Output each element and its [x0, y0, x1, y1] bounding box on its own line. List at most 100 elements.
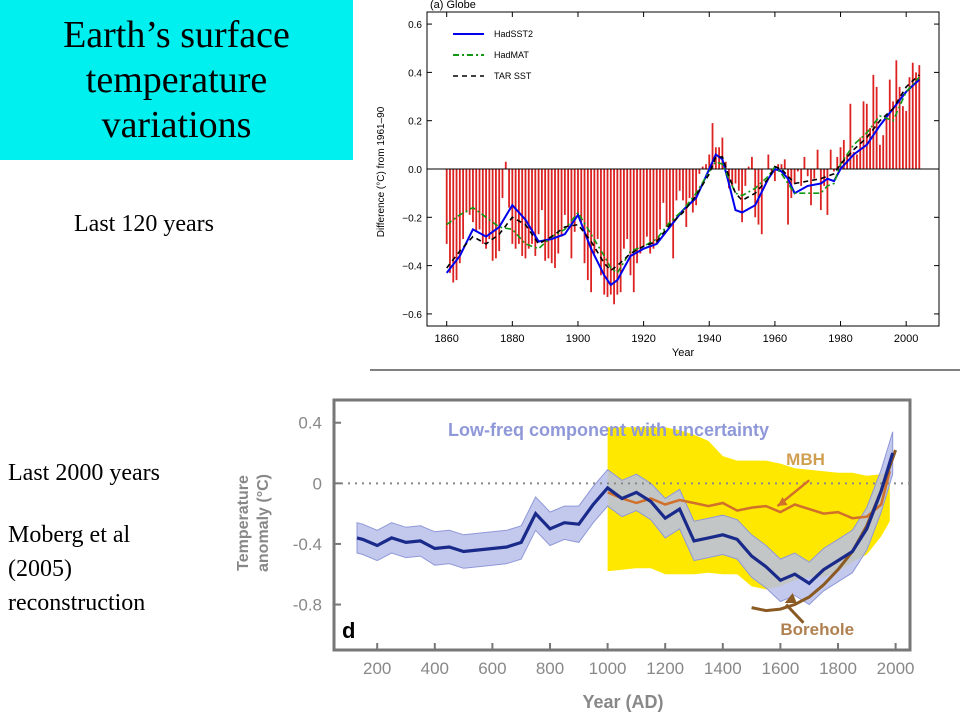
bar-1922 — [649, 169, 652, 254]
bar-1996 — [892, 101, 894, 169]
bar-1989 — [869, 127, 871, 169]
y-tick-label-5: 0.4 — [408, 68, 422, 79]
bar-1909 — [606, 169, 609, 298]
bar-1925 — [659, 169, 661, 230]
bar-1867 — [468, 169, 471, 215]
bar-1994 — [885, 118, 888, 169]
bar-1910 — [609, 169, 612, 295]
bar-1992 — [879, 144, 881, 169]
bar-1903 — [586, 169, 589, 281]
y-tick-label-6: 0.6 — [408, 20, 422, 31]
bar-1863 — [455, 169, 458, 281]
chart-moberg-reconstruction: MBH Borehole 200 400 600 800 1000 1200 1400 1600… — [228, 388, 920, 720]
x-tick-label-800: 800 — [536, 659, 564, 678]
x-axis-label-globe: Year — [672, 347, 695, 359]
bar-1862 — [452, 169, 455, 283]
bar-1987 — [862, 101, 865, 169]
y-tick-label-2: -0.4 — [293, 535, 322, 554]
bar-1877 — [501, 169, 504, 198]
bar-1878 — [504, 161, 507, 169]
bar-2004 — [918, 65, 921, 169]
bar-1885 — [527, 169, 530, 249]
panel-label-globe: (a) Globe — [430, 0, 476, 11]
bar-1953 — [751, 156, 753, 169]
y-axis-label-line-2: anomaly (°C) — [255, 474, 272, 572]
x-tick-label-1600: 1600 — [761, 659, 799, 678]
bar-1905 — [593, 169, 596, 254]
bar-1891 — [547, 169, 550, 259]
bar-1949 — [737, 169, 740, 191]
caption-last-2000-years: Last 2000 years — [8, 460, 160, 486]
bar-1916 — [629, 169, 632, 276]
slide-title: Earth’s surface temperature variations — [63, 13, 290, 146]
bar-1978 — [833, 169, 835, 172]
bar-1941 — [711, 123, 714, 169]
bar-1929 — [672, 169, 675, 259]
bar-1864 — [458, 169, 461, 264]
bar-1965 — [790, 169, 793, 198]
x-tick-label-1980: 1980 — [828, 333, 852, 345]
bar-1947 — [731, 169, 734, 186]
bar-1861 — [449, 169, 451, 273]
bar-1899 — [573, 169, 576, 232]
bar-1884 — [524, 169, 527, 259]
x-tick-label-1400: 1400 — [704, 659, 742, 678]
bar-1962 — [780, 164, 783, 169]
y-tick-label-1: −0.4 — [402, 262, 422, 273]
x-axis-label-moberg: Year (AD) — [582, 692, 663, 712]
x-tick-label-1200: 1200 — [646, 659, 684, 678]
series-line-low-freq — [356, 452, 895, 586]
bar-1874 — [491, 169, 494, 261]
bar-1961 — [777, 164, 780, 169]
bar-1876 — [498, 169, 501, 252]
x-tick-label-1000: 1000 — [589, 659, 627, 678]
bar-1940 — [708, 154, 711, 169]
bar-1915 — [626, 169, 629, 240]
bar-1974 — [819, 169, 822, 211]
bar-1912 — [616, 169, 619, 295]
bar-1900 — [577, 169, 579, 215]
bar-1952 — [747, 166, 750, 169]
bar-1882 — [517, 169, 520, 244]
bar-1969 — [803, 156, 806, 169]
bar-1892 — [550, 169, 553, 264]
bar-1935 — [691, 169, 694, 213]
bar-1946 — [728, 169, 730, 189]
bar-1998 — [898, 86, 901, 169]
y-tick-label-0: −0.6 — [402, 310, 422, 321]
bar-1871 — [481, 169, 484, 244]
slide-title-box: Earth’s surface temperature variations — [0, 0, 353, 160]
bar-1999 — [901, 106, 904, 169]
bar-1933 — [685, 169, 688, 227]
bar-1991 — [875, 86, 878, 169]
y-tick-label-1: 0 — [313, 474, 322, 493]
bar-1897 — [567, 169, 570, 227]
bar-1967 — [796, 169, 799, 172]
x-tick-label-600: 600 — [478, 659, 506, 678]
bar-1873 — [488, 169, 491, 240]
chart-globe-temperature: (a) Globe Difference (°C) from 1961–90 Y… — [370, 0, 960, 372]
x-tick-label-1800: 1800 — [819, 659, 857, 678]
bar-1866 — [465, 169, 468, 213]
bar-1939 — [705, 164, 707, 169]
y-tick-label-0: 0.4 — [298, 414, 322, 433]
bar-1890 — [544, 169, 547, 261]
series-line-hadmat — [446, 76, 920, 275]
x-tick-label-1860: 1860 — [434, 333, 458, 345]
bar-1986 — [859, 137, 862, 169]
bar-1907 — [600, 169, 602, 276]
bar-1886 — [531, 169, 533, 244]
bar-1990 — [872, 74, 875, 169]
bar-1898 — [570, 169, 573, 259]
bar-1911 — [613, 169, 615, 305]
bar-1901 — [580, 169, 583, 223]
legend-globe: HadSST2 HadMAT TAR SST — [453, 29, 533, 81]
bar-1887 — [534, 169, 537, 256]
x-tick-label-1880: 1880 — [500, 333, 524, 345]
bar-1956 — [760, 169, 763, 235]
caption-moberg-reconstruction: Moberg et al (2005) reconstruction — [8, 522, 146, 616]
bar-1971 — [810, 169, 812, 206]
bar-1923 — [652, 169, 655, 249]
bar-1968 — [800, 169, 803, 186]
annotation-borehole: Borehole — [780, 620, 854, 639]
